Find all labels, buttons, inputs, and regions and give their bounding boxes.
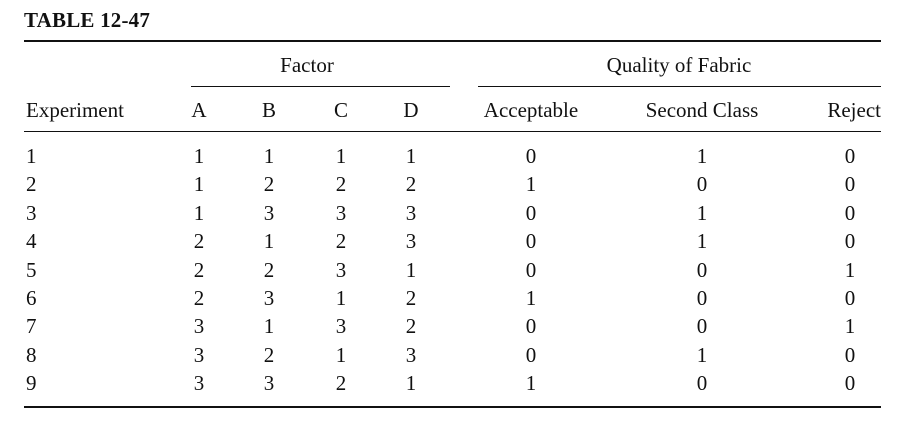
- cell-acceptable: 0: [525, 144, 537, 168]
- cell-b: 2: [263, 257, 275, 282]
- cell-a: 1: [193, 144, 205, 168]
- cell-second-class: 1: [696, 229, 708, 254]
- column-header-b: B: [261, 98, 277, 122]
- cell-c: 1: [335, 286, 347, 310]
- cell-experiment: 6: [26, 286, 37, 310]
- cell-a: 2: [193, 286, 205, 310]
- cell-acceptable: 1: [525, 286, 537, 310]
- cell-a: 2: [193, 257, 205, 282]
- cell-d: 1: [405, 257, 417, 282]
- cell-b: 2: [263, 172, 275, 197]
- cell-b: 1: [263, 314, 275, 339]
- cell-c: 3: [335, 257, 347, 282]
- cell-reject: 0: [844, 286, 856, 310]
- cell-a: 3: [193, 314, 205, 339]
- cell-acceptable: 0: [525, 314, 537, 339]
- cell-second-class: 0: [696, 172, 708, 197]
- cell-c: 2: [335, 371, 347, 396]
- cell-experiment: 2: [26, 172, 37, 197]
- cell-a: 3: [193, 371, 205, 396]
- cell-reject: 1: [844, 314, 856, 339]
- column-header-c: C: [333, 98, 349, 122]
- cell-second-class: 1: [696, 342, 708, 367]
- cell-experiment: 3: [26, 200, 37, 225]
- bottom-rule: [24, 406, 881, 408]
- cell-b: 1: [263, 229, 275, 254]
- cell-d: 1: [405, 371, 417, 396]
- quality-group-rule: [478, 86, 881, 87]
- column-header-acceptable: Acceptable: [483, 98, 579, 122]
- cell-c: 3: [335, 200, 347, 225]
- column-header-d: D: [403, 98, 419, 122]
- cell-experiment: 1: [26, 144, 37, 168]
- cell-b: 3: [263, 286, 275, 310]
- header-rule: [24, 131, 881, 132]
- cell-a: 1: [193, 200, 205, 225]
- cell-d: 2: [405, 314, 417, 339]
- cell-acceptable: 0: [525, 200, 537, 225]
- cell-d: 2: [405, 286, 417, 310]
- cell-c: 1: [335, 144, 347, 168]
- cell-c: 2: [335, 229, 347, 254]
- cell-second-class: 0: [696, 314, 708, 339]
- cell-acceptable: 0: [525, 257, 537, 282]
- column-header-second-class: Second Class: [645, 98, 759, 122]
- factor-group-rule: [191, 86, 450, 87]
- cell-b: 1: [263, 144, 275, 168]
- cell-b: 3: [263, 371, 275, 396]
- cell-reject: 0: [844, 144, 856, 168]
- cell-acceptable: 1: [525, 371, 537, 396]
- cell-d: 2: [405, 172, 417, 197]
- cell-c: 3: [335, 314, 347, 339]
- cell-acceptable: 0: [525, 342, 537, 367]
- column-header-experiment: Experiment: [26, 98, 124, 122]
- cell-second-class: 0: [696, 257, 708, 282]
- table-title: TABLE 12-47: [24, 8, 151, 32]
- cell-b: 3: [263, 200, 275, 225]
- cell-a: 1: [193, 172, 205, 197]
- cell-acceptable: 0: [525, 229, 537, 254]
- cell-experiment: 7: [26, 314, 37, 339]
- top-rule: [24, 40, 881, 42]
- cell-reject: 0: [844, 342, 856, 367]
- column-header-a: A: [191, 98, 207, 122]
- cell-second-class: 1: [696, 144, 708, 168]
- cell-reject: 0: [844, 229, 856, 254]
- cell-experiment: 9: [26, 371, 37, 396]
- cell-d: 3: [405, 200, 417, 225]
- cell-second-class: 0: [696, 371, 708, 396]
- cell-second-class: 1: [696, 200, 708, 225]
- cell-a: 3: [193, 342, 205, 367]
- cell-experiment: 5: [26, 257, 37, 282]
- cell-c: 1: [335, 342, 347, 367]
- cell-reject: 0: [844, 371, 856, 396]
- cell-a: 2: [193, 229, 205, 254]
- cell-experiment: 4: [26, 229, 37, 254]
- cell-experiment: 8: [26, 342, 37, 367]
- cell-reject: 1: [844, 257, 856, 282]
- cell-d: 3: [405, 229, 417, 254]
- factor-group-header: Factor: [280, 53, 334, 77]
- cell-acceptable: 1: [525, 172, 537, 197]
- column-header-reject: Reject: [827, 98, 881, 122]
- cell-reject: 0: [844, 172, 856, 197]
- cell-d: 1: [405, 144, 417, 168]
- cell-b: 2: [263, 342, 275, 367]
- cell-d: 3: [405, 342, 417, 367]
- cell-second-class: 0: [696, 286, 708, 310]
- cell-reject: 0: [844, 200, 856, 225]
- quality-group-header: Quality of Fabric: [606, 53, 752, 77]
- cell-c: 2: [335, 172, 347, 197]
